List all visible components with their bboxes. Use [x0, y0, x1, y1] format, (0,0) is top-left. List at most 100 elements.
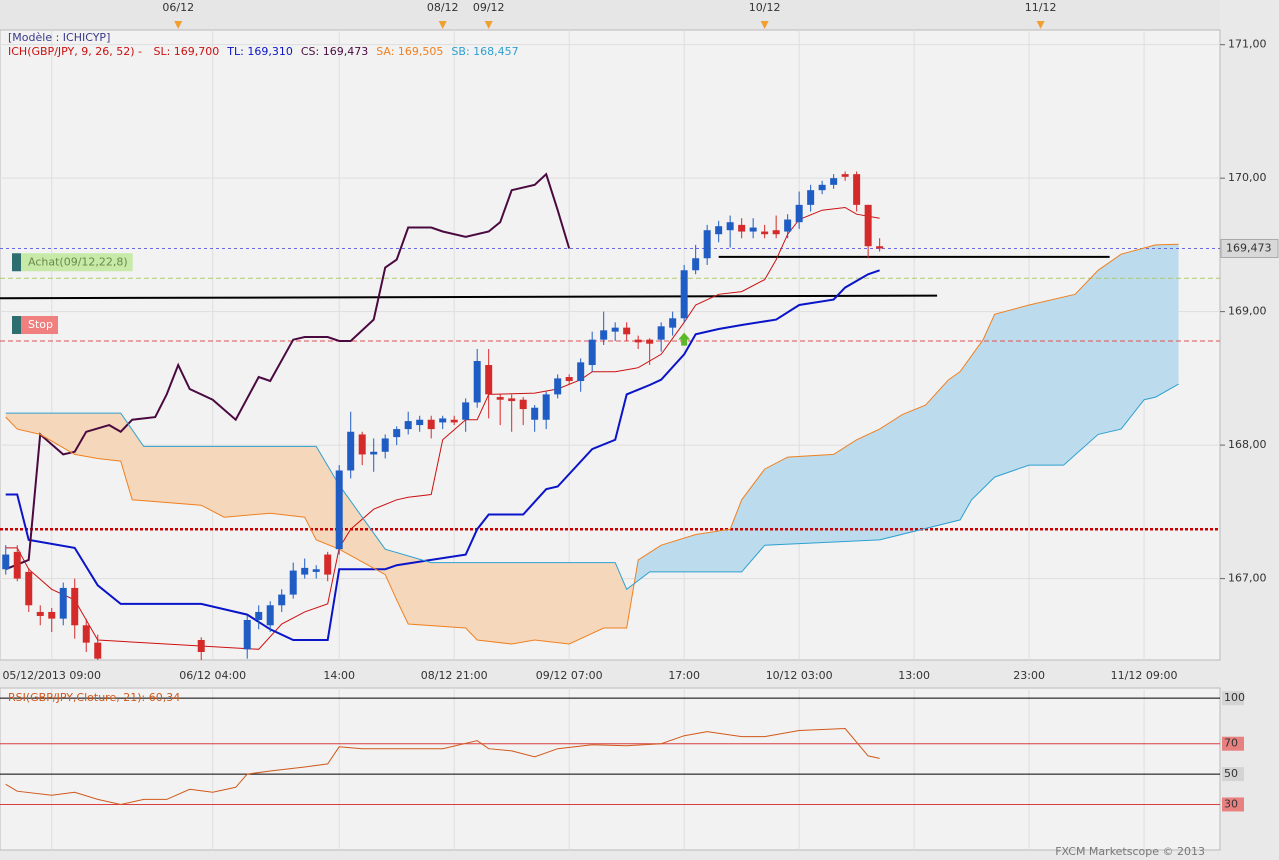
y-tick-label: 171,00	[1228, 38, 1267, 51]
top-tick-marker	[760, 21, 769, 29]
candle-body	[255, 611, 263, 620]
indicator-line	[5, 383, 1179, 591]
signal-arrow	[678, 332, 691, 346]
tick-box	[1222, 767, 1244, 782]
candle-body	[565, 377, 573, 382]
candle-body	[393, 429, 401, 438]
candle-body	[761, 231, 769, 235]
candle-body	[738, 224, 746, 232]
candle-body	[462, 402, 470, 420]
candle-body	[416, 419, 424, 426]
candle-body	[59, 587, 67, 619]
candle-body	[830, 178, 838, 185]
level-label: Stop	[28, 318, 53, 331]
candle-body	[197, 639, 205, 652]
indicator-line	[5, 172, 571, 571]
y-tick-label: 100	[1224, 691, 1245, 704]
top-tick-marker	[484, 21, 493, 29]
candle-body	[82, 625, 90, 643]
y-tick-label: 50	[1224, 767, 1238, 780]
indicator: ICH(GBP/JPY, 9, 26, 52) -	[8, 45, 142, 58]
main-plot	[0, 30, 1220, 660]
candle-body	[876, 246, 884, 249]
rsi-line	[5, 727, 880, 806]
candle-body	[13, 551, 21, 579]
tick-box	[1222, 691, 1244, 706]
candle-body	[427, 419, 435, 430]
candle-body	[48, 611, 56, 619]
top-tick-marker	[438, 21, 447, 29]
top-tick-label: 09/12	[473, 1, 505, 14]
tick-box	[1222, 736, 1244, 751]
tick-box	[1222, 797, 1244, 812]
candle-body	[807, 190, 815, 205]
candle-body	[381, 438, 389, 452]
candle-body	[588, 339, 596, 366]
trend-line	[0, 294, 938, 300]
y-tick-label: 167,00	[1228, 572, 1267, 585]
y-tick-label: 70	[1224, 737, 1238, 750]
x-tick-label: 23:00	[1013, 669, 1045, 682]
candle-body	[71, 587, 79, 626]
candle-body	[312, 569, 320, 572]
candle-body	[496, 397, 504, 400]
candle-body	[634, 339, 642, 343]
legend-entry: SB: 168,457	[451, 45, 519, 58]
indicator-line	[5, 243, 1179, 645]
top-strip	[0, 0, 1220, 30]
candle-body	[25, 571, 33, 606]
level-box	[21, 315, 59, 334]
candle-body	[289, 570, 297, 595]
candle-body	[646, 339, 654, 344]
last-price-box	[1220, 238, 1279, 258]
y-tick-label: 30	[1224, 797, 1238, 810]
x-tick-label: 13:00	[898, 669, 930, 682]
legend: ICH(GBP/JPY, 9, 26, 52) - SL: 169,700 TL:…	[8, 45, 527, 58]
x-tick-label: 10/12 03:00	[766, 669, 833, 682]
last-price-label: 169,473	[1226, 241, 1272, 254]
candle-body	[611, 327, 619, 332]
indicator-line	[5, 269, 880, 641]
watermark: FXCM Marketscope © 2013	[1055, 845, 1205, 858]
candle-body	[508, 398, 516, 402]
level-marker	[12, 315, 21, 334]
legend-entry: SA: 169,505	[376, 45, 444, 58]
x-tick-label: 06/12 04:00	[179, 669, 246, 682]
level-box	[21, 253, 133, 272]
candle-body	[577, 362, 585, 382]
rsi-area	[0, 687, 1221, 851]
candle-body	[94, 642, 102, 659]
level-marker	[12, 253, 21, 272]
candle-body	[784, 219, 792, 232]
candle-body	[450, 419, 458, 423]
candle-body	[795, 204, 803, 223]
top-tick-label: 11/12	[1025, 1, 1057, 14]
candle-body	[519, 399, 527, 410]
x-tick-label: 14:00	[323, 669, 355, 682]
candle-body	[657, 326, 665, 340]
top-tick-label: 08/12	[427, 1, 459, 14]
candle-body	[324, 554, 332, 575]
candle-body	[853, 174, 861, 205]
y-tick-label: 169,00	[1228, 305, 1267, 318]
candle-body	[600, 330, 608, 340]
candle-body	[278, 594, 286, 606]
legend-entry: SL: 169,700	[153, 45, 220, 58]
candle-body	[301, 567, 309, 575]
x-tick-label: 09/12 07:00	[536, 669, 603, 682]
candle-body	[370, 451, 378, 455]
candle-body	[818, 184, 826, 191]
candle-body	[554, 378, 562, 395]
legend-title: [Modèle : ICHICYP]	[8, 31, 111, 44]
legend-entry: TL: 169,310	[227, 45, 293, 58]
x-tick-label: 08/12 21:00	[421, 669, 488, 682]
candle-body	[864, 204, 872, 247]
legend-entry: CS: 169,473	[300, 45, 369, 58]
top-tick-label: 10/12	[749, 1, 781, 14]
top-tick-label: 06/12	[162, 1, 194, 14]
rsi-title: RSI(GBP/JPY,Cloture, 21): 60,34	[8, 691, 180, 704]
candle-body	[726, 222, 734, 231]
candle-body	[335, 470, 343, 550]
